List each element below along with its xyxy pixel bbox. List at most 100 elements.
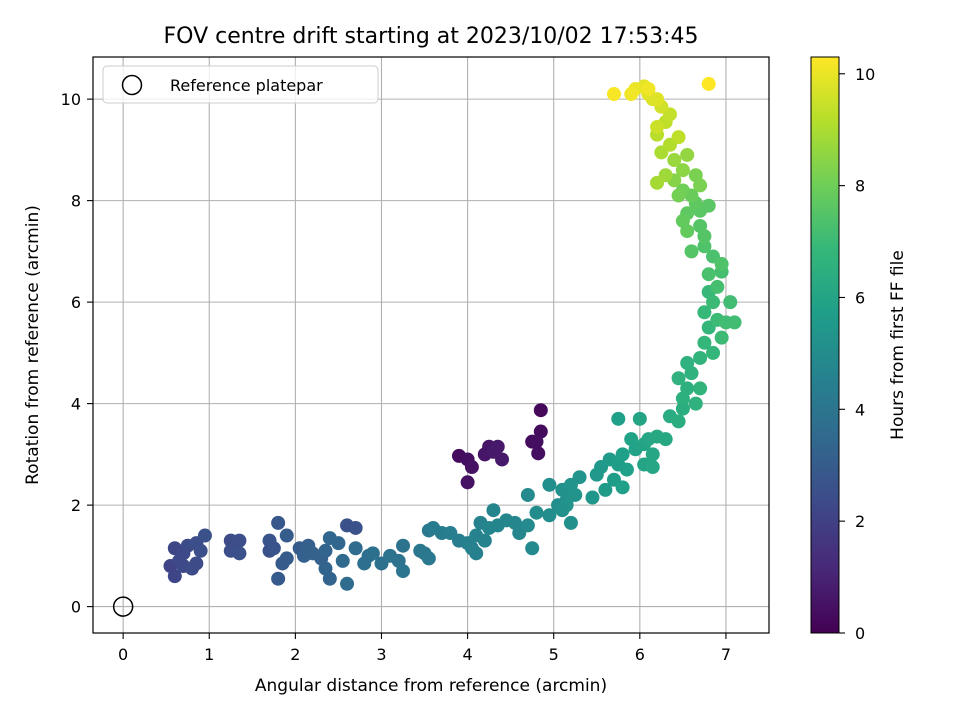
data-point <box>529 505 544 520</box>
x-tick-label: 1 <box>204 645 214 664</box>
data-point <box>684 244 699 259</box>
reference-platepar-marker <box>112 596 134 617</box>
data-point <box>650 175 665 190</box>
colorbar <box>811 57 839 633</box>
x-tick-label: 0 <box>118 645 128 664</box>
data-point <box>331 536 346 551</box>
y-tick-label: 8 <box>71 192 81 211</box>
data-point <box>675 401 690 416</box>
colorbar-tick-label: 2 <box>855 512 865 531</box>
data-point <box>675 163 690 178</box>
data-point <box>615 447 630 462</box>
x-tick-label: 6 <box>635 645 645 664</box>
data-point <box>650 120 665 135</box>
data-point <box>279 528 294 543</box>
y-tick-label: 10 <box>61 90 81 109</box>
x-tick-label: 7 <box>721 645 731 664</box>
data-point <box>486 444 501 459</box>
colorbar-tick-label: 4 <box>855 400 865 419</box>
data-point <box>555 503 570 518</box>
legend-marker-icon <box>121 74 143 96</box>
y-tick-label: 0 <box>71 598 81 617</box>
y-tick-label: 4 <box>71 395 81 414</box>
data-point <box>167 569 182 584</box>
data-point <box>531 446 546 461</box>
data-point <box>671 130 686 145</box>
data-point <box>710 279 725 294</box>
colorbar-ticks: 0 2 4 6 8 10 <box>839 65 875 643</box>
data-point <box>693 381 708 396</box>
data-point <box>680 381 695 396</box>
data-point <box>572 470 587 485</box>
data-point <box>585 490 600 505</box>
data-point <box>322 571 337 586</box>
data-point <box>706 295 721 310</box>
data-point <box>525 541 540 556</box>
data-point <box>667 153 682 168</box>
data-point <box>723 295 738 310</box>
data-point <box>693 178 708 193</box>
data-point <box>697 305 712 320</box>
y-tick-label: 2 <box>71 496 81 515</box>
data-point <box>615 480 630 495</box>
data-point <box>684 366 699 381</box>
data-point <box>542 477 557 492</box>
data-point <box>701 267 716 282</box>
y-tick-label: 6 <box>71 293 81 312</box>
data-point <box>542 508 557 523</box>
data-point <box>671 414 686 429</box>
colorbar-tick-label: 6 <box>855 288 865 307</box>
data-point <box>318 543 333 558</box>
data-point <box>624 87 639 102</box>
chart-title: FOV centre drift starting at 2023/10/02 … <box>164 24 699 49</box>
data-point <box>193 543 208 558</box>
data-point <box>520 518 535 533</box>
data-point <box>271 515 286 530</box>
data-point <box>348 541 363 556</box>
legend: Reference platepar <box>102 65 379 104</box>
data-point <box>706 345 721 360</box>
data-point <box>680 147 695 162</box>
data-point <box>232 546 247 561</box>
colorbar-label: Hours from first FF file <box>888 250 908 440</box>
data-point <box>469 546 484 561</box>
data-point <box>641 81 656 96</box>
data-point <box>533 403 548 418</box>
data-point <box>701 76 716 91</box>
data-point <box>693 350 708 365</box>
x-axis-label: Angular distance from reference (arcmin) <box>255 676 607 696</box>
data-point <box>176 546 191 561</box>
data-point <box>520 487 535 502</box>
colorbar-tick-label: 10 <box>855 65 875 84</box>
legend-box <box>102 65 379 104</box>
data-point <box>348 520 363 535</box>
colorbar-frame <box>810 56 840 634</box>
data-point <box>335 553 350 568</box>
data-point <box>460 475 475 490</box>
data-point <box>727 315 742 330</box>
data-point <box>421 551 436 566</box>
data-point <box>486 503 501 518</box>
data-point <box>396 564 411 579</box>
data-point <box>671 188 686 203</box>
data-point <box>611 411 626 426</box>
data-point <box>714 330 729 345</box>
data-point <box>189 556 204 571</box>
y-axis-ticks: 0 2 4 6 8 10 <box>61 90 93 617</box>
data-point <box>396 538 411 553</box>
data-point <box>658 432 673 447</box>
data-point <box>701 198 716 213</box>
data-point <box>671 371 686 386</box>
colorbar-tick-label: 0 <box>855 624 865 643</box>
data-point <box>464 460 479 475</box>
data-point <box>688 396 703 411</box>
data-points <box>163 76 742 591</box>
data-point <box>365 546 380 561</box>
data-point <box>477 533 492 548</box>
data-point <box>650 92 665 107</box>
x-tick-label: 2 <box>290 645 300 664</box>
x-tick-label: 5 <box>549 645 559 664</box>
data-point <box>697 239 712 254</box>
y-axis-label: Rotation from reference (arcmin) <box>23 205 43 485</box>
